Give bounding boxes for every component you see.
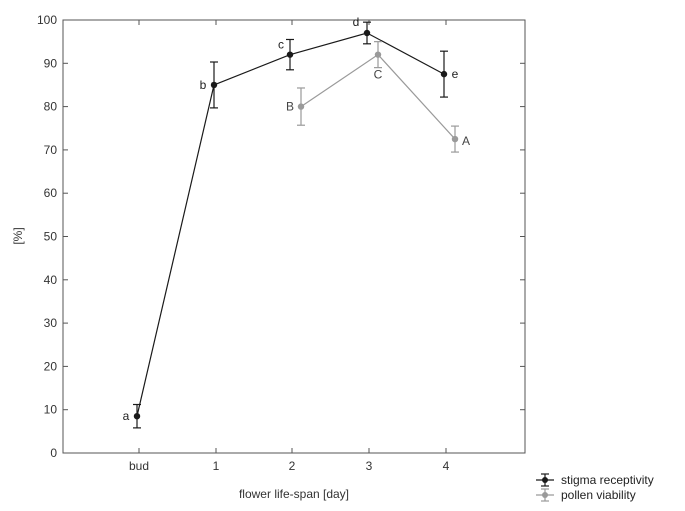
x-axis-title: flower life-span [day] bbox=[239, 487, 349, 501]
x-tick-label: 1 bbox=[213, 459, 220, 473]
data-point bbox=[210, 81, 218, 89]
y-tick-label: 80 bbox=[44, 100, 58, 114]
point-label: b bbox=[200, 78, 207, 92]
y-tick-label: 40 bbox=[44, 273, 58, 287]
y-tick-label: 0 bbox=[50, 446, 57, 460]
x-tick-label: 3 bbox=[366, 459, 373, 473]
y-tick-label: 60 bbox=[44, 186, 58, 200]
point-label: C bbox=[374, 68, 383, 82]
y-tick-label: 70 bbox=[44, 143, 58, 157]
x-tick-label: bud bbox=[129, 459, 149, 473]
x-tick-label: 2 bbox=[289, 459, 296, 473]
data-point bbox=[297, 103, 305, 110]
data-point bbox=[133, 412, 141, 420]
legend-item: pollen viability bbox=[536, 488, 636, 502]
legend-marker bbox=[542, 477, 548, 483]
legend-label: pollen viability bbox=[561, 488, 636, 502]
y-tick-label: 30 bbox=[44, 316, 58, 330]
point-label: A bbox=[462, 134, 470, 148]
data-point bbox=[451, 135, 459, 143]
point-label: c bbox=[278, 38, 284, 52]
series-line bbox=[136, 32, 445, 417]
plot-frame bbox=[62, 19, 526, 454]
y-axis: 0 10 20 30 40 50 60 70 80 90 100 bbox=[37, 13, 525, 460]
data-point bbox=[286, 51, 294, 58]
y-tick-label: 100 bbox=[37, 13, 57, 27]
y-tick-label: 20 bbox=[44, 359, 58, 373]
data-point bbox=[363, 29, 371, 37]
x-tick-label: 4 bbox=[443, 459, 450, 473]
series-layer: a b c d e B C A bbox=[123, 15, 470, 429]
legend-label: stigma receptivity bbox=[561, 473, 654, 487]
data-point bbox=[440, 70, 448, 78]
y-tick-label: 10 bbox=[44, 403, 58, 417]
data-point bbox=[374, 51, 382, 58]
y-tick-label: 90 bbox=[44, 56, 58, 70]
point-label: e bbox=[452, 67, 459, 81]
legend-item: stigma receptivity bbox=[536, 473, 654, 487]
y-axis-title: [%] bbox=[11, 227, 25, 244]
point-label: B bbox=[286, 100, 294, 114]
x-axis: bud 1 2 3 4 bbox=[129, 20, 450, 473]
y-tick-label: 50 bbox=[44, 230, 58, 244]
point-label: d bbox=[353, 15, 360, 29]
series-0: a b c d e bbox=[123, 15, 459, 429]
legend-marker bbox=[542, 492, 548, 498]
series-1: B C A bbox=[286, 41, 470, 153]
point-label: a bbox=[123, 409, 130, 423]
